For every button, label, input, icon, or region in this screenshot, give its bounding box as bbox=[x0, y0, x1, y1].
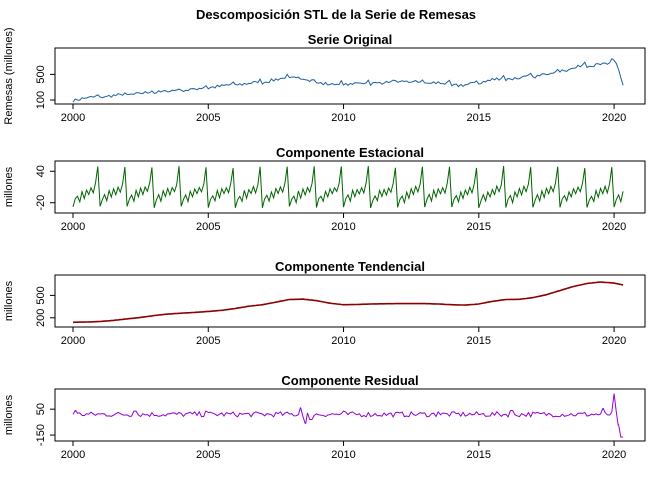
panel-1: Serie Original 2000 2005 2010 2015 2020 100 500… bbox=[3, 27, 646, 125]
y-tick-label: 50 bbox=[35, 403, 47, 415]
x-tick-label: 2020 bbox=[602, 449, 626, 461]
x-tick-label: 2015 bbox=[467, 335, 491, 347]
panel-4: Componente Residual 2000 2005 2010 2015 2020 -… bbox=[3, 373, 646, 461]
series-line bbox=[72, 166, 624, 209]
plot-frame bbox=[54, 274, 646, 328]
plot-frame bbox=[54, 160, 646, 214]
series-line bbox=[72, 57, 624, 103]
x-tick-label: 2010 bbox=[331, 335, 355, 347]
plot-frame bbox=[54, 47, 646, 105]
series-line bbox=[72, 393, 624, 438]
x-tick-label: 2000 bbox=[61, 221, 85, 233]
y-tick-label: -150 bbox=[35, 424, 47, 446]
figure-title: Descomposición STL de la Serie de Remesa… bbox=[196, 7, 476, 22]
panel-title: Componente Residual bbox=[281, 373, 418, 388]
series-line bbox=[72, 281, 624, 324]
x-tick-label: 2015 bbox=[467, 112, 491, 124]
x-tick-label: 2015 bbox=[467, 221, 491, 233]
x-tick-label: 2000 bbox=[61, 335, 85, 347]
x-tick-label: 2005 bbox=[196, 335, 220, 347]
panel-3: Componente Tendencial 2000 2005 2010 2015 202… bbox=[3, 259, 646, 347]
y-tick-label: 100 bbox=[35, 91, 47, 109]
y-tick-label: 200 bbox=[35, 309, 47, 327]
panel-title: Componente Estacional bbox=[276, 145, 424, 160]
y-axis-label: millones bbox=[3, 280, 15, 321]
y-axis-label: millones bbox=[3, 394, 15, 435]
y-tick-label: 500 bbox=[35, 286, 47, 304]
x-tick-label: 2005 bbox=[196, 112, 220, 124]
x-tick-label: 2020 bbox=[602, 335, 626, 347]
y-axis-label: millones bbox=[3, 166, 15, 207]
y-tick-label: -20 bbox=[35, 195, 47, 211]
x-tick-label: 2020 bbox=[602, 221, 626, 233]
y-axis-label: Remesas (millones) bbox=[3, 27, 15, 124]
y-tick-label: 40 bbox=[35, 165, 47, 177]
x-tick-label: 2015 bbox=[467, 449, 491, 461]
plot-frame bbox=[54, 388, 646, 442]
x-tick-label: 2005 bbox=[196, 221, 220, 233]
x-tick-label: 2005 bbox=[196, 449, 220, 461]
x-tick-label: 2000 bbox=[61, 112, 85, 124]
y-tick-label: 500 bbox=[35, 65, 47, 83]
panel-2: Componente Estacional 2000 2005 2010 2015 202… bbox=[3, 145, 646, 233]
x-tick-label: 2000 bbox=[61, 449, 85, 461]
x-tick-label: 2010 bbox=[331, 221, 355, 233]
x-tick-label: 2020 bbox=[602, 112, 626, 124]
x-tick-label: 2010 bbox=[331, 449, 355, 461]
panel-title: Componente Tendencial bbox=[275, 259, 425, 274]
panel-title: Serie Original bbox=[308, 32, 393, 47]
x-tick-label: 2010 bbox=[331, 112, 355, 124]
